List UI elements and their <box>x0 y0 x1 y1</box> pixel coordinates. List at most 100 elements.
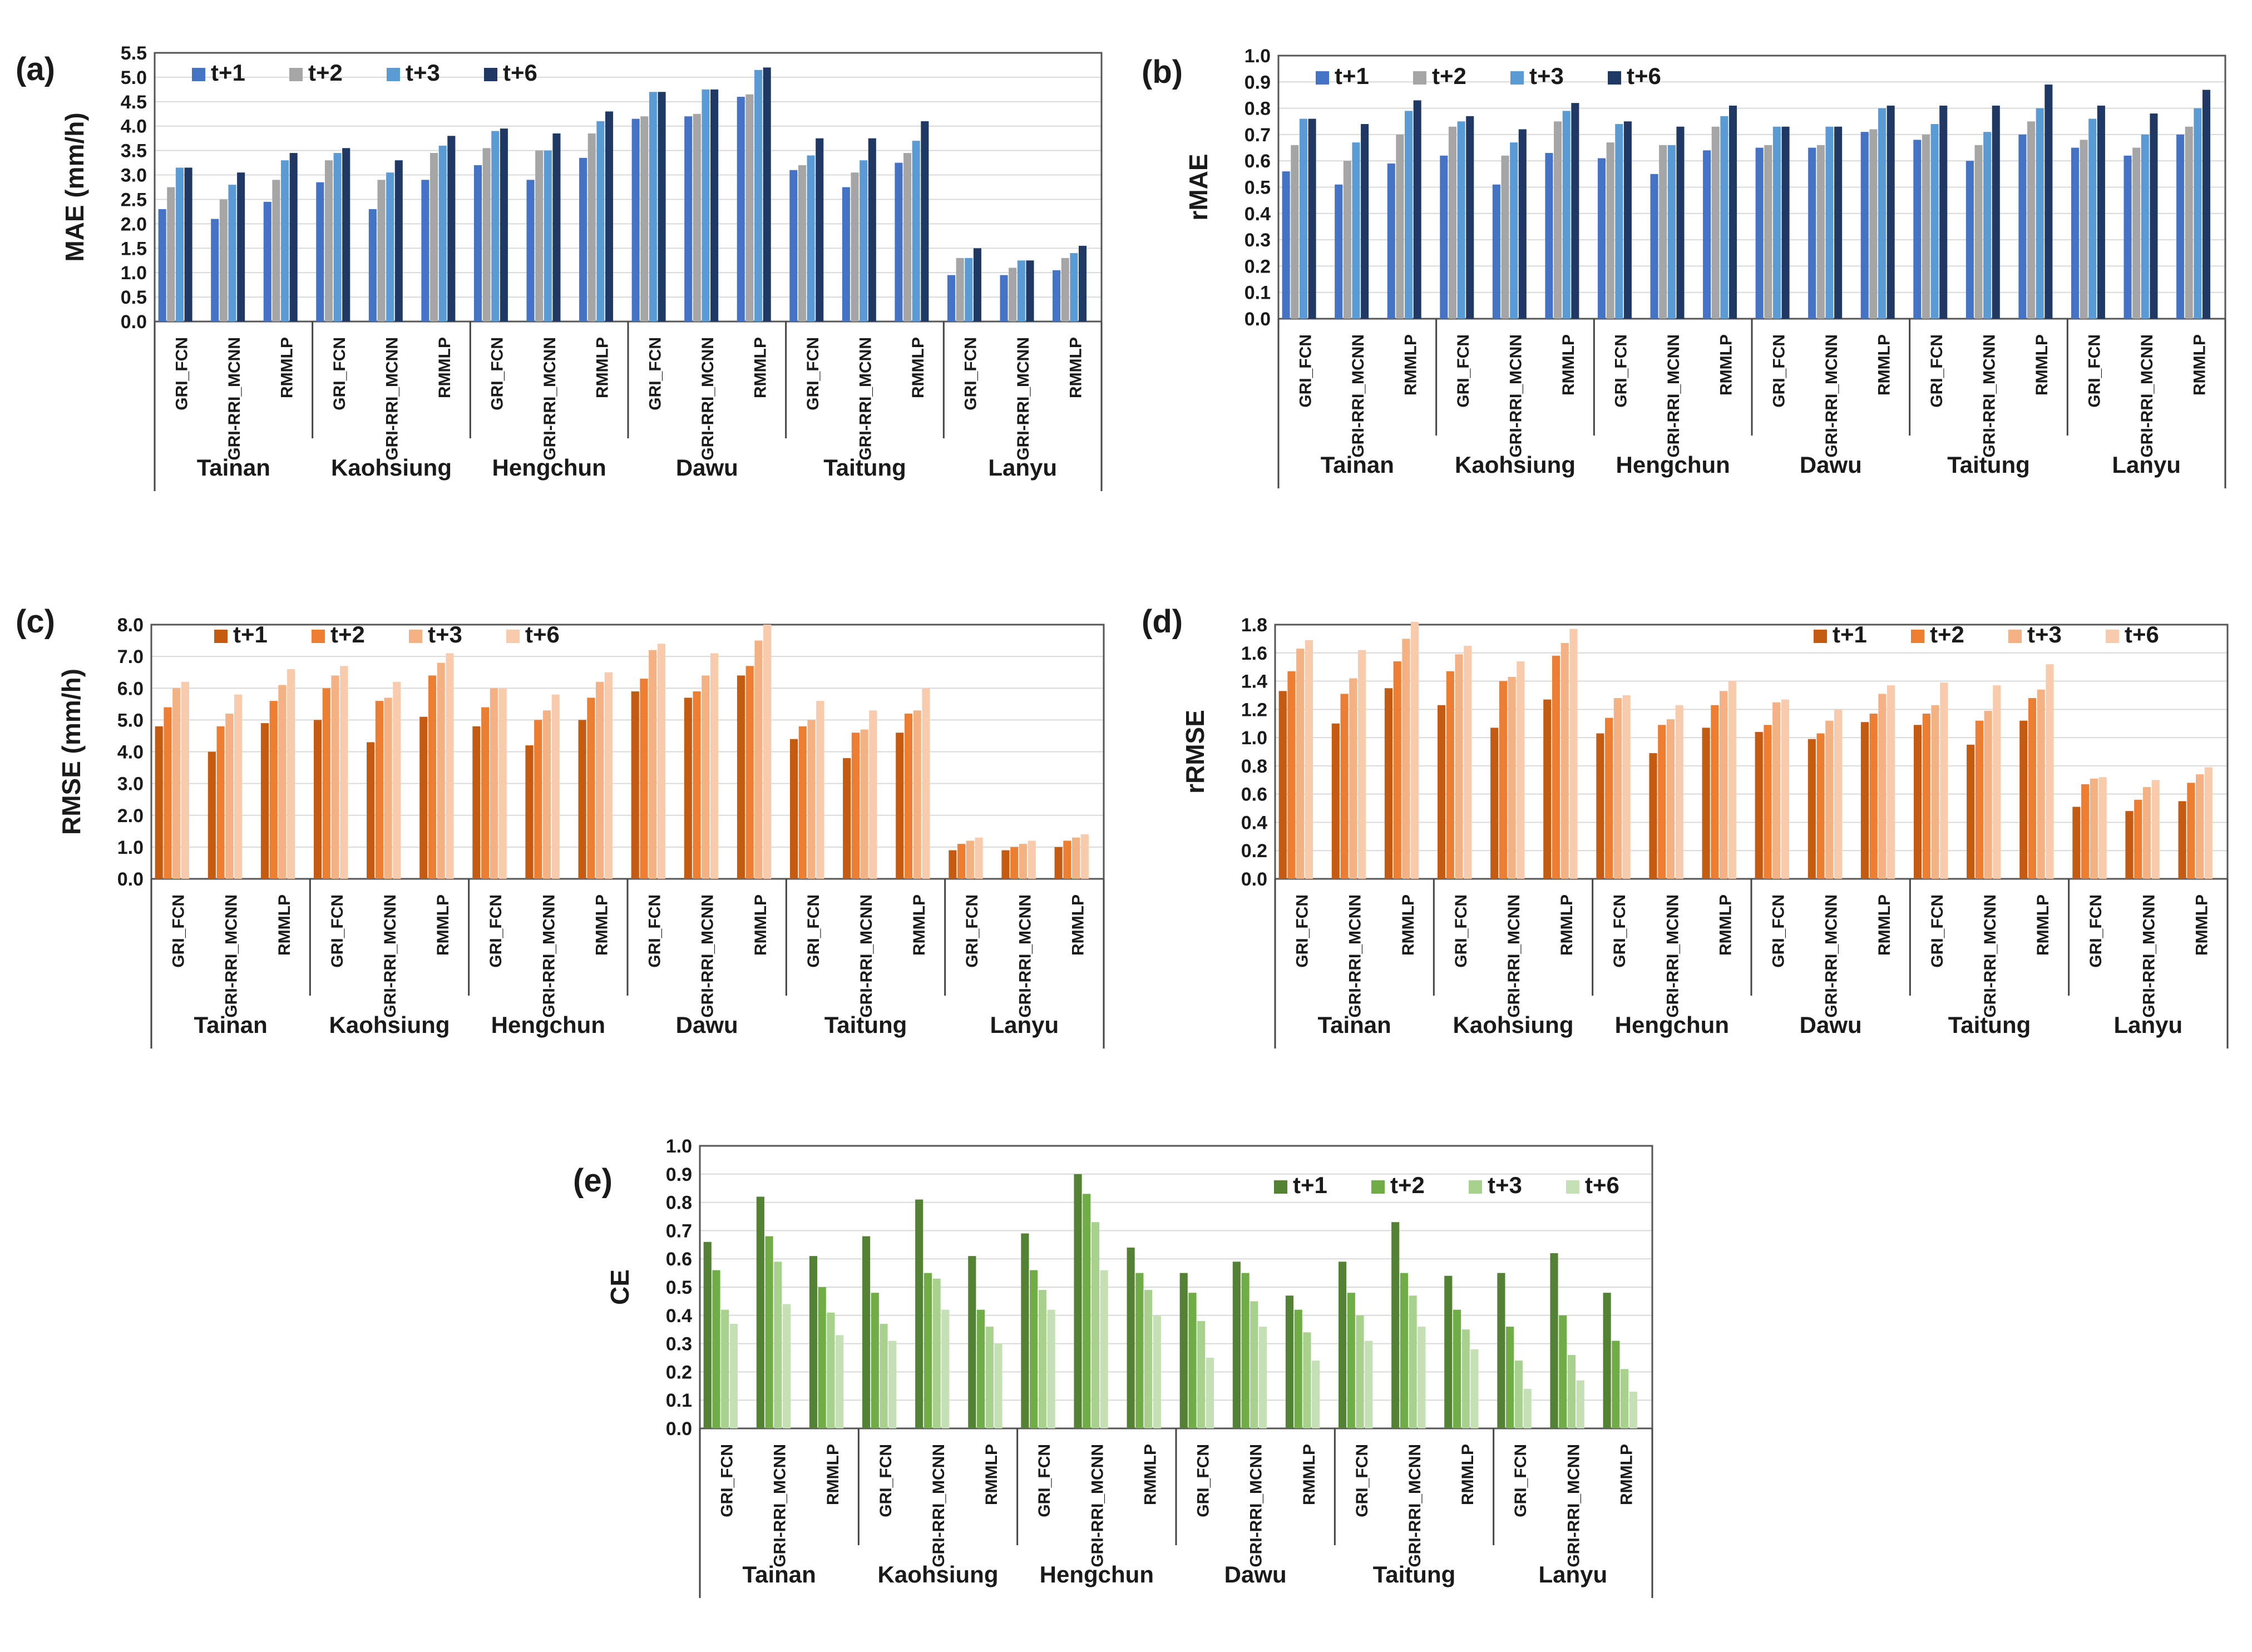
y-tick-label: 0.8 <box>666 1193 692 1214</box>
bar-t+6-11 <box>1886 105 1895 319</box>
y-axis-title: rRMSE <box>1181 710 1209 794</box>
bar-t+1-12 <box>1913 140 1922 319</box>
bar-t+2-9 <box>1764 145 1772 319</box>
model-label: GRI-RRI_MCNN <box>540 894 558 1018</box>
bar-t+2-3 <box>322 688 330 879</box>
bar-t+1-16 <box>1550 1253 1558 1428</box>
model-label: RMMLP <box>1617 1444 1636 1505</box>
bar-t+6-5 <box>446 653 454 879</box>
y-tick-label: 3.5 <box>121 141 147 162</box>
station-label: Taitung <box>1947 452 2030 478</box>
bar-t+6-7 <box>1676 126 1685 319</box>
y-tick-label: 0.0 <box>117 869 144 890</box>
bar-t+6-14 <box>922 688 930 879</box>
legend-swatch <box>1608 71 1621 85</box>
bar-t+1-13 <box>1391 1222 1400 1428</box>
bar-t+6-6 <box>1047 1309 1055 1428</box>
bar-t+6-8 <box>605 111 614 322</box>
bar-t+1-10 <box>1807 739 1816 879</box>
bar-t+6-7 <box>552 133 561 322</box>
bar-t+6-12 <box>1940 682 1948 879</box>
bar-t+3-15 <box>1514 1361 1523 1428</box>
legend-label: t+6 <box>503 60 537 86</box>
bar-t+2-10 <box>1816 145 1825 319</box>
bar-t+1-6 <box>473 165 482 322</box>
bar-t+2-17 <box>2185 126 2193 319</box>
bar-t+6-3 <box>1466 116 1474 319</box>
bar-t+1-8 <box>578 720 586 879</box>
legend-swatch <box>2106 630 2119 643</box>
bar-t+6-0 <box>1308 118 1316 319</box>
bar-t+3-13 <box>860 729 868 879</box>
bar-t+2-6 <box>1605 718 1613 879</box>
bar-t+6-15 <box>975 837 983 879</box>
y-tick-label: 1.0 <box>1241 728 1267 749</box>
bar-t+3-16 <box>1017 260 1025 322</box>
station-label: Lanyu <box>1538 1561 1607 1587</box>
legend-label: t+1 <box>233 621 268 647</box>
bar-t+3-6 <box>1613 698 1622 879</box>
bar-t+1-1 <box>1331 723 1340 879</box>
bar-t+6-5 <box>994 1343 1002 1428</box>
y-tick-label: 1.0 <box>1244 46 1271 67</box>
model-label: GRI-RRI_MCNN <box>1346 894 1365 1018</box>
y-tick-label: 1.5 <box>121 238 147 259</box>
bar-t+6-0 <box>729 1324 738 1428</box>
model-label: RMMLP <box>434 894 452 956</box>
y-tick-label: 0.9 <box>1244 72 1271 93</box>
model-label: GRI-RRI_MCNN <box>1981 334 1999 458</box>
station-label: Dawu <box>676 1012 738 1038</box>
model-label: GRI_FCN <box>170 894 188 968</box>
bar-t+6-15 <box>2098 777 2107 879</box>
bar-t+1-15 <box>1497 1273 1505 1428</box>
y-tick-label: 0.2 <box>666 1362 692 1383</box>
bar-t+6-2 <box>1413 100 1421 319</box>
legend-swatch <box>192 68 205 81</box>
bar-t+3-15 <box>2088 118 2097 319</box>
bar-t+3-10 <box>1825 126 1834 319</box>
bar-t+3-5 <box>438 145 447 322</box>
bar-t+3-9 <box>649 92 657 322</box>
model-label: GRI-RRI_MCNN <box>699 337 717 461</box>
bar-t+1-8 <box>1127 1247 1135 1428</box>
bar-t+1-6 <box>1597 158 1606 319</box>
bar-t+1-3 <box>1437 705 1446 879</box>
y-tick-label: 1.0 <box>117 837 144 858</box>
legend-swatch <box>484 68 497 81</box>
y-axis-title: rMAE <box>1184 154 1213 220</box>
bar-t+2-15 <box>2080 140 2088 319</box>
bar-t+1-0 <box>158 209 166 322</box>
station-label: Hengchun <box>1615 1012 1729 1038</box>
bar-t+2-8 <box>1711 126 1720 319</box>
model-label: GRI-RRI_MCNN <box>541 337 559 461</box>
model-label: GRI_FCN <box>1452 894 1470 968</box>
bar-t+1-14 <box>1444 1275 1453 1428</box>
y-tick-label: 3.0 <box>117 774 144 795</box>
model-label: GRI_FCN <box>1293 894 1312 968</box>
model-label: GRI_FCN <box>1770 894 1788 968</box>
bar-t+3-0 <box>721 1309 729 1428</box>
y-tick-label: 0.5 <box>121 287 147 308</box>
bar-t+6-1 <box>1357 650 1366 879</box>
bar-t+1-11 <box>1285 1295 1294 1428</box>
bar-t+3-10 <box>702 89 710 322</box>
legend-label: t+1 <box>1335 63 1369 89</box>
bar-t+1-15 <box>949 850 957 879</box>
bar-t+1-8 <box>1703 150 1711 319</box>
bar-t+1-0 <box>1278 691 1287 879</box>
bar-t+3-7 <box>542 710 551 879</box>
bar-t+2-3 <box>324 160 333 322</box>
bar-t+3-13 <box>860 160 868 322</box>
bar-t+6-10 <box>710 653 719 879</box>
y-tick-label: 1.0 <box>121 263 147 284</box>
model-label: GRI-RRI_MCNN <box>1665 334 1683 458</box>
bar-t+6-12 <box>816 138 824 322</box>
station-label: Kaohsiung <box>878 1561 999 1587</box>
bar-t+1-14 <box>895 162 903 322</box>
bar-t+1-9 <box>1179 1273 1188 1428</box>
model-label: GRI_FCN <box>1612 334 1631 408</box>
legend-label: t+1 <box>211 60 245 86</box>
legend-label: t+2 <box>1930 621 1964 647</box>
model-label: GRI_FCN <box>1035 1444 1054 1517</box>
model-label: RMMLP <box>1558 894 1576 956</box>
